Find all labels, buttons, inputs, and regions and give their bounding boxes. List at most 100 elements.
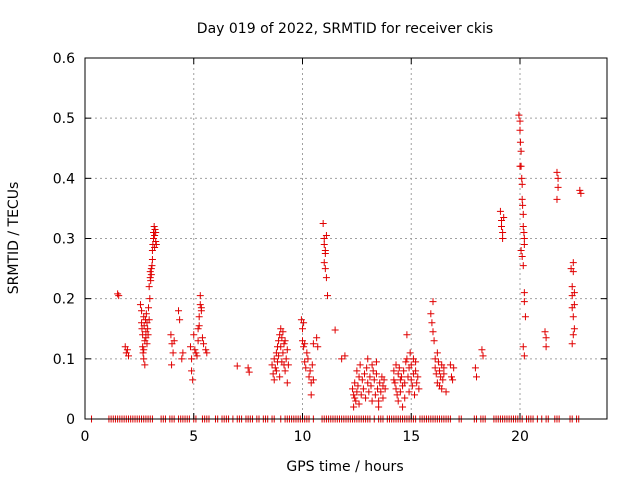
data-point (304, 355, 312, 363)
data-point (141, 361, 149, 369)
data-point (140, 346, 148, 354)
data-point (415, 385, 423, 393)
data-point (372, 370, 380, 378)
data-point (148, 256, 156, 264)
data-point (516, 117, 524, 125)
data-point (376, 379, 384, 387)
chart-title: Day 019 of 2022, SRMTID for receiver cki… (197, 21, 493, 37)
data-point (275, 352, 283, 360)
data-point (499, 235, 507, 242)
data-point (300, 319, 308, 327)
data-point (429, 298, 437, 306)
data-point (196, 292, 204, 300)
data-point (440, 370, 448, 378)
data-point (362, 394, 370, 402)
data-point (353, 367, 361, 375)
data-point (270, 355, 278, 363)
data-point (414, 373, 422, 381)
data-point (438, 385, 446, 393)
x-tick-label: 10 (294, 429, 312, 445)
data-point (517, 147, 525, 155)
data-point (519, 343, 527, 351)
data-point (450, 364, 458, 372)
data-point (439, 376, 447, 384)
data-point (519, 262, 527, 270)
data-point (516, 138, 524, 146)
data-point (380, 376, 388, 384)
data-point (446, 361, 454, 369)
data-point (299, 325, 306, 333)
grid-lines (85, 58, 607, 419)
data-point (401, 379, 409, 387)
y-tick-label: 0 (66, 412, 75, 428)
data-point (433, 349, 441, 357)
data-point (139, 349, 147, 357)
data-point (432, 370, 440, 378)
data-point (278, 334, 286, 342)
data-point (496, 207, 504, 215)
data-point (396, 388, 404, 396)
data-point (449, 376, 457, 384)
data-point (338, 355, 346, 363)
data-point (554, 183, 562, 191)
data-point (139, 343, 147, 351)
data-point (518, 180, 526, 188)
y-tick-label: 0.1 (53, 352, 75, 368)
data-point (355, 400, 363, 408)
data-point (271, 364, 279, 372)
data-point (404, 373, 412, 381)
x-tick-label: 20 (511, 429, 529, 445)
data-point (368, 361, 376, 369)
data-point (352, 397, 360, 405)
data-point (281, 367, 289, 375)
y-tick-label: 0.5 (53, 111, 75, 127)
data-point (430, 337, 438, 345)
data-point (321, 250, 329, 258)
data-point (375, 397, 383, 405)
data-point (447, 373, 455, 381)
data-point (279, 349, 287, 357)
data-point (138, 307, 146, 315)
data-point (189, 376, 197, 384)
data-point (283, 346, 291, 354)
data-point (115, 292, 123, 300)
data-point (429, 328, 437, 336)
data-point (518, 174, 526, 182)
data-point (568, 304, 576, 312)
data-point (412, 358, 420, 366)
y-tick-label: 0.6 (53, 51, 75, 67)
data-point (146, 268, 154, 276)
data-point (147, 271, 155, 279)
data-point (478, 346, 486, 354)
data-point (147, 277, 155, 285)
data-point (320, 241, 328, 249)
data-point (394, 370, 402, 378)
data-point (145, 283, 153, 291)
data-point (408, 382, 416, 390)
data-point (136, 301, 144, 309)
data-point (233, 362, 241, 370)
data-point (394, 397, 402, 405)
data-point (272, 367, 280, 375)
data-point (167, 331, 175, 339)
data-point (397, 373, 405, 381)
data-point (381, 385, 389, 393)
data-point (428, 319, 436, 327)
data-point (431, 355, 439, 363)
data-point (203, 349, 211, 357)
data-point (350, 403, 358, 411)
data-point (440, 364, 448, 372)
data-point (169, 349, 177, 357)
data-point (303, 349, 311, 357)
data-point (196, 301, 204, 309)
data-point (542, 334, 550, 342)
data-point (359, 385, 367, 393)
data-point (188, 367, 196, 375)
data-point (351, 379, 359, 387)
data-point (197, 304, 205, 312)
data-point (520, 298, 528, 306)
data-point (515, 111, 523, 119)
data-point (331, 326, 339, 334)
data-point (498, 222, 506, 230)
data-point (151, 225, 159, 233)
